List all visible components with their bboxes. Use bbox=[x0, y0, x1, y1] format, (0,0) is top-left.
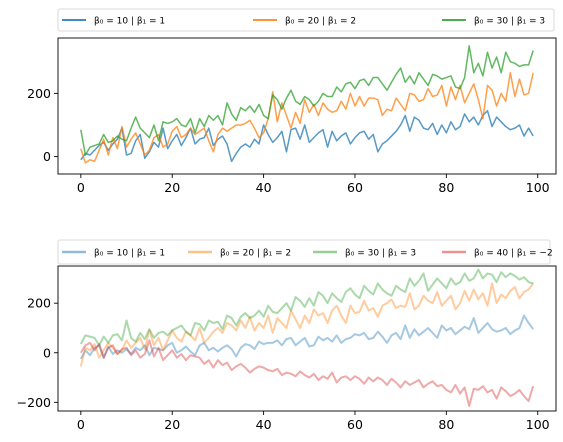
chart-top: 0 20 40 60 80 100 0 200 β₀ = 10 | β₁ = 1 β₀ = 20 … bbox=[27, 8, 557, 195]
plot-frame bbox=[57, 265, 557, 412]
series-line-0 bbox=[79, 314, 534, 360]
series-line-1 bbox=[80, 72, 534, 164]
series-group bbox=[80, 45, 534, 164]
legend-entry-label: β₀ = 30 | β₁ = 3 bbox=[345, 249, 416, 259]
x-tick-label: 0 bbox=[77, 417, 85, 432]
x-tick-label: 0 bbox=[77, 180, 85, 195]
series-line-2 bbox=[80, 45, 534, 156]
x-tick-label: 60 bbox=[347, 417, 363, 432]
x-tick-label: 40 bbox=[256, 180, 272, 195]
legend-frame bbox=[57, 8, 555, 32]
x-tick-label: 20 bbox=[164, 180, 180, 195]
series-group bbox=[79, 268, 535, 408]
plot-frame bbox=[57, 37, 557, 175]
y-tick-label: 0 bbox=[43, 345, 51, 360]
legend: β₀ = 10 | β₁ = 1 β₀ = 20 | β₁ = 2 β₀ = 30 … bbox=[57, 239, 553, 265]
x-tick-label: 100 bbox=[526, 417, 550, 432]
y-tick-label: 0 bbox=[43, 149, 51, 164]
y-tick-label: 200 bbox=[27, 86, 51, 101]
series-line-1 bbox=[79, 282, 534, 367]
x-tick-label: 100 bbox=[526, 180, 550, 195]
legend-frame bbox=[57, 239, 551, 265]
x-tick-label: 60 bbox=[347, 180, 363, 195]
legend-entry-label: β₀ = 20 | β₁ = 2 bbox=[220, 249, 291, 259]
legend-entry-label: β₀ = 10 | β₁ = 1 bbox=[94, 17, 165, 27]
legend-entry-label: β₀ = 40 | β₁ = −2 bbox=[474, 249, 553, 259]
y-tick-label: 200 bbox=[27, 296, 51, 311]
series-line-2 bbox=[79, 268, 534, 347]
legend-entry-label: β₀ = 10 | β₁ = 1 bbox=[94, 249, 165, 259]
x-tick-label: 20 bbox=[164, 417, 180, 432]
x-tick-label: 80 bbox=[438, 180, 454, 195]
legend: β₀ = 10 | β₁ = 1 β₀ = 20 | β₁ = 2 β₀ = 30 … bbox=[57, 8, 555, 32]
series-line-0 bbox=[80, 109, 534, 163]
series-line-3 bbox=[79, 339, 535, 408]
x-tick-label: 80 bbox=[438, 417, 454, 432]
legend-entry-label: β₀ = 30 | β₁ = 3 bbox=[474, 17, 545, 27]
x-tick-label: 40 bbox=[256, 417, 272, 432]
legend-entry-label: β₀ = 20 | β₁ = 2 bbox=[285, 17, 356, 27]
y-tick-label: −200 bbox=[17, 395, 51, 410]
